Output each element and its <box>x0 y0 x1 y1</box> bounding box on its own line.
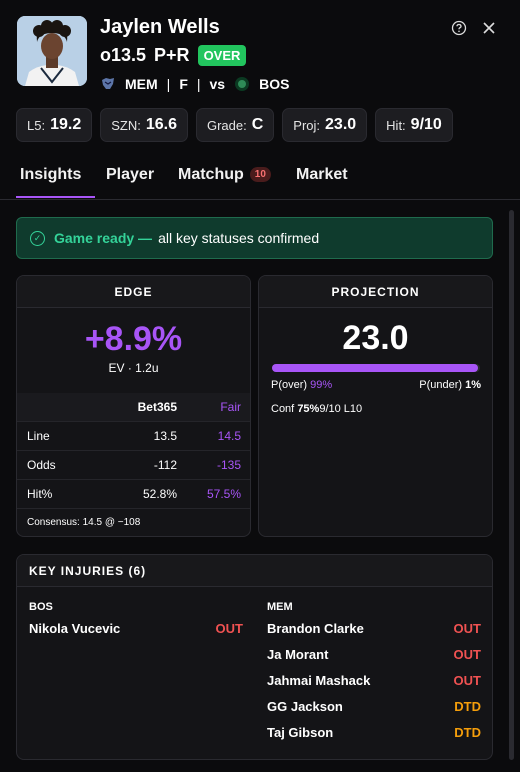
opponent-abbr: BOS <box>259 76 290 92</box>
status-badge: DTD <box>454 725 481 740</box>
probability-row: P(over) 99% P(under) 1% <box>271 379 481 391</box>
col-fair: Fair <box>220 400 241 414</box>
probability-bar-fill <box>272 364 478 372</box>
celtics-logo-icon <box>235 77 250 91</box>
stat-l5: L5: 19.2 <box>16 108 93 142</box>
list-item: Jahmai Mashack OUT <box>267 673 481 699</box>
close-icon <box>483 22 495 34</box>
status-badge: OUT <box>453 647 481 662</box>
help-button[interactable] <box>449 18 469 38</box>
stat-grade: Grade: C <box>195 108 275 142</box>
hit-l10: 9/10 L10 <box>319 403 363 415</box>
edge-value: +8.9% <box>84 320 183 358</box>
list-item: Ja Morant OUT <box>267 647 481 673</box>
injuries-bos: BOS Nikola Vucevic OUT <box>29 601 243 647</box>
banner-message: all key statuses confirmed <box>158 230 320 246</box>
edge-table-header: Bet365 Fair <box>17 393 250 422</box>
projection-card: PROJECTION 23.0 P(over) 99% P(under) 1% … <box>258 275 493 537</box>
banner-status: Game ready — <box>54 230 153 246</box>
edge-card: EDGE +8.9% EV · 1.2u Bet365 Fair Line 13… <box>16 275 251 537</box>
confidence-value: 75% <box>297 403 320 415</box>
status-badge: DTD <box>454 699 481 714</box>
stat-season: SZN: 16.6 <box>100 108 188 142</box>
tab-matchup[interactable]: Matchup 10 <box>178 166 271 184</box>
tab-market[interactable]: Market <box>296 166 348 183</box>
injuries-title: KEY INJURIES (6) <box>17 555 492 587</box>
stats-bar: L5: 19.2 SZN: 16.6 Grade: C Proj: 23.0 Hit: 9… <box>16 108 453 142</box>
status-badge: OUT <box>215 621 243 636</box>
pick-badge: OVER <box>197 45 247 66</box>
prop-type: P+R <box>154 45 190 65</box>
vs-label: vs <box>209 76 226 92</box>
check-circle-icon: ✓ <box>30 230 45 246</box>
injuries-mem: MEM Brandon Clarke OUT Ja Morant OUT Jah… <box>267 601 481 751</box>
matchup-row: MEM | F | vs BOS <box>100 76 289 92</box>
position: F <box>179 76 188 92</box>
prop-line-value: o13.5 <box>100 45 147 65</box>
p-over-value: 99% <box>310 379 333 391</box>
list-item: Taj Gibson DTD <box>267 725 481 751</box>
stat-hit: Hit: 9/10 <box>375 108 453 142</box>
player-avatar <box>17 16 87 86</box>
tab-player[interactable]: Player <box>106 166 155 183</box>
consensus-line: Consensus: 14.5 @ −108 <box>27 517 141 528</box>
status-banner: ✓ Game ready — all key statuses confirme… <box>16 217 493 259</box>
edge-ev: EV · 1.2u <box>108 361 159 375</box>
status-badge: OUT <box>453 621 481 636</box>
projection-title: PROJECTION <box>259 276 492 308</box>
team-abbr: MEM <box>125 76 158 92</box>
tab-matchup-label: Matchup <box>178 166 244 183</box>
injuries-card: KEY INJURIES (6) BOS Nikola Vucevic OUT … <box>16 554 493 760</box>
player-name: Jaylen Wells <box>100 16 220 38</box>
table-row: Line 13.5 14.5 <box>17 422 250 451</box>
prop-line: o13.5 P+R OVER <box>100 45 247 66</box>
probability-bar <box>272 364 480 372</box>
list-item: GG Jackson DTD <box>267 699 481 725</box>
table-row: Hit% 52.8% 57.5% <box>17 480 250 509</box>
stat-projection: Proj: 23.0 <box>282 108 368 142</box>
col-bet365: Bet365 <box>137 400 177 414</box>
status-badge: OUT <box>453 673 481 688</box>
help-icon <box>451 20 467 36</box>
p-under-value: 1% <box>465 379 481 391</box>
matchup-count-badge: 10 <box>249 167 271 182</box>
edge-table: Bet365 Fair Line 13.5 14.5 Odds -112 -13… <box>17 393 250 528</box>
list-item: Brandon Clarke OUT <box>267 621 481 647</box>
projection-value: 23.0 <box>342 319 409 357</box>
player-header: Jaylen Wells o13.5 P+R OVER MEM | F | vs… <box>0 0 520 100</box>
close-button[interactable] <box>479 18 499 38</box>
scrollbar[interactable] <box>509 210 514 760</box>
grizzlies-logo-icon <box>102 78 114 89</box>
table-row: Odds -112 -135 <box>17 451 250 480</box>
list-item: Nikola Vucevic OUT <box>29 621 243 647</box>
tab-bar: Insights Player Matchup 10 Market <box>0 160 520 200</box>
tab-insights[interactable]: Insights <box>16 166 96 198</box>
confidence-row: Conf 75%9/10 L10 <box>271 403 363 415</box>
edge-title: EDGE <box>17 276 250 308</box>
